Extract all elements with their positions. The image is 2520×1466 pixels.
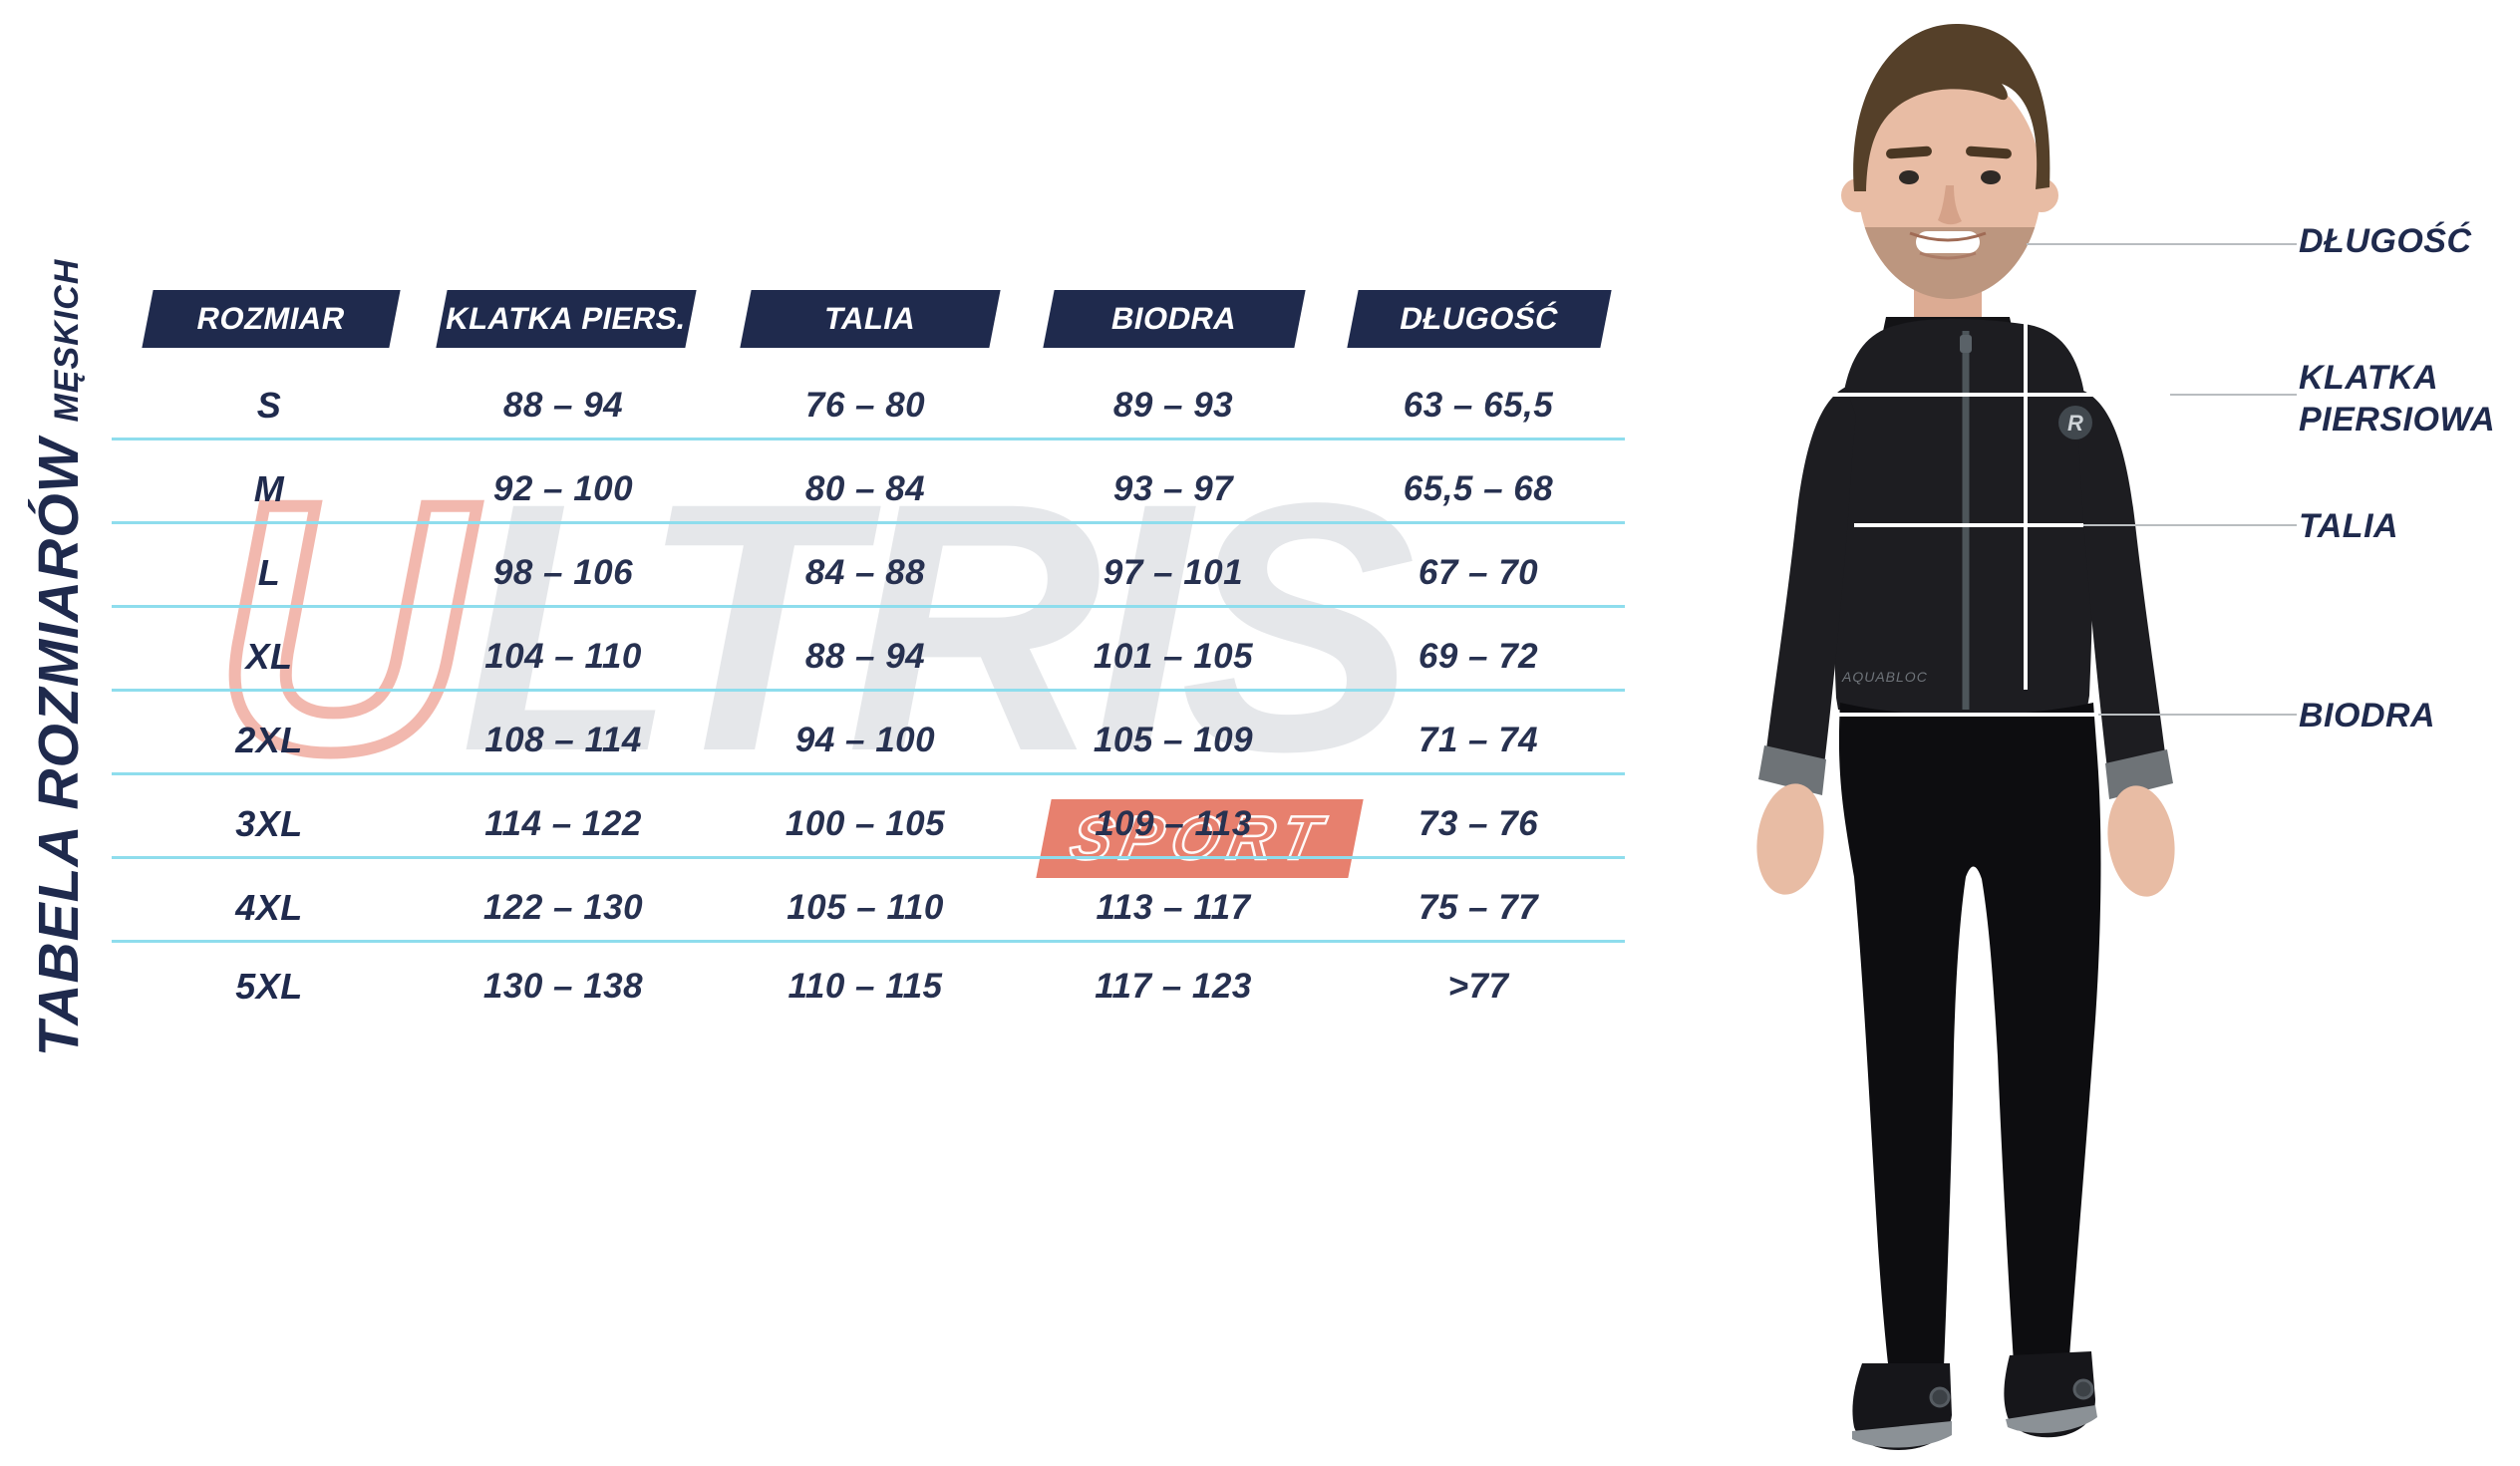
cell-length: 75 – 77	[1418, 888, 1539, 927]
cell-size: L	[257, 552, 281, 593]
cell-waist: 94 – 100	[794, 721, 936, 759]
measurement-label-chest: KLATKA PIERSIOWA	[2299, 359, 2496, 439]
lower-lip	[1919, 251, 1977, 260]
eye	[1981, 170, 2001, 184]
jersey-left-sleeve	[1766, 387, 1856, 765]
zipper-pull	[1960, 335, 1972, 353]
left-shoe-sole	[1852, 1421, 1952, 1448]
page-title-sub: MĘSKICH	[48, 258, 86, 423]
left-hand	[1756, 783, 1824, 895]
column-header-rozmiar: ROZMIAR	[142, 290, 401, 348]
row-divider	[112, 940, 1625, 943]
measurement-label-length: DŁUGOŚĆ	[2299, 222, 2472, 260]
model-photo: R AQUABLOC	[1756, 23, 2297, 1451]
column-header-talia: TALIA	[740, 290, 1001, 348]
cell-hips: 109 – 113	[1095, 804, 1252, 843]
cell-size: 2XL	[235, 720, 303, 760]
cell-chest: 130 – 138	[482, 967, 644, 1006]
page-title-main: TABELA ROZMIARÓW	[27, 438, 91, 1057]
cell-hips: 89 – 93	[1112, 386, 1234, 425]
cell-chest: 114 – 122	[484, 804, 642, 843]
cell-chest: 88 – 94	[502, 386, 624, 425]
measurement-label-hips: BIODRA	[2299, 697, 2436, 734]
eyebrow	[1966, 146, 2012, 159]
cell-waist: 100 – 105	[785, 804, 946, 843]
model-figure: R AQUABLOC	[1756, 23, 2175, 1451]
shoe-dial	[1929, 1386, 1951, 1408]
column-header-biodra: BIODRA	[1043, 290, 1306, 348]
cell-hips: 113 – 117	[1096, 888, 1251, 927]
cell-length: 73 – 76	[1418, 804, 1539, 843]
cell-size: XL	[245, 636, 293, 677]
row-divider	[112, 438, 1625, 440]
page-title-vertical: TABELA ROZMIARÓW MĘSKICH	[0, 259, 118, 1057]
cell-length: 63 – 65,5	[1403, 386, 1554, 425]
bib-tights	[1838, 703, 2101, 1367]
table-row: 5XL 130 – 138 110 – 115 117 – 123 >77	[0, 945, 1695, 1028]
column-header-dlugosc: DŁUGOŚĆ	[1347, 290, 1612, 348]
left-cuff	[1758, 745, 1826, 795]
cell-waist: 110 – 115	[788, 967, 943, 1006]
nose	[1938, 185, 1962, 225]
smile	[1916, 231, 1980, 253]
cell-length: 67 – 70	[1418, 553, 1539, 592]
cell-size: S	[256, 385, 282, 426]
cell-size: M	[253, 468, 285, 509]
eyebrow	[1886, 146, 1932, 159]
cell-length: 65,5 – 68	[1403, 469, 1554, 508]
measurement-label-waist: TALIA	[2299, 507, 2399, 545]
right-cuff	[2105, 749, 2173, 799]
cell-chest: 108 – 114	[484, 721, 642, 759]
row-divider	[112, 605, 1625, 608]
right-hand	[2107, 785, 2175, 897]
measurement-lines	[1832, 243, 2297, 717]
hair	[1853, 23, 2050, 191]
cell-size: 5XL	[235, 966, 303, 1007]
cell-size: 4XL	[235, 887, 303, 928]
row-divider	[112, 521, 1625, 524]
upper-lip	[1909, 231, 1987, 242]
table-row: S 88 – 94 76 – 80 89 – 93 63 – 65,5	[0, 364, 1695, 447]
row-divider	[112, 856, 1625, 859]
right-shoe-sole	[2006, 1405, 2097, 1433]
cell-waist: 88 – 94	[804, 637, 926, 676]
cell-chest: 98 – 106	[492, 553, 634, 592]
jersey-fabric-text: AQUABLOC	[1841, 669, 1928, 685]
shoe-dial	[2072, 1378, 2094, 1400]
eye	[1899, 170, 1919, 184]
cell-length: >77	[1447, 967, 1509, 1006]
row-divider	[112, 772, 1625, 775]
cell-waist: 80 – 84	[804, 469, 926, 508]
jersey-logo-letter: R	[2067, 411, 2083, 436]
cell-size: 3XL	[235, 803, 303, 844]
table-row: 2XL 108 – 114 94 – 100 105 – 109 71 – 74	[0, 699, 1695, 782]
jersey-logo-icon	[2058, 406, 2092, 440]
jersey-right-sleeve	[2077, 391, 2165, 769]
cell-chest: 122 – 130	[482, 888, 644, 927]
cell-hips: 101 – 105	[1093, 637, 1254, 676]
cell-hips: 117 – 123	[1095, 967, 1252, 1006]
cell-waist: 84 – 88	[804, 553, 926, 592]
face	[1858, 70, 2042, 299]
cell-chest: 92 – 100	[492, 469, 634, 508]
table-row: XL 104 – 110 88 – 94 101 – 105 69 – 72	[0, 615, 1695, 699]
row-divider	[112, 689, 1625, 692]
table-row: L 98 – 106 84 – 88 97 – 101 67 – 70	[0, 531, 1695, 615]
cell-chest: 104 – 110	[484, 637, 642, 676]
cell-hips: 93 – 97	[1112, 469, 1234, 508]
cell-hips: 97 – 101	[1102, 553, 1244, 592]
table-row: 4XL 122 – 130 105 – 110 113 – 117 75 – 7…	[0, 866, 1695, 950]
cell-length: 71 – 74	[1418, 721, 1539, 759]
cell-hips: 105 – 109	[1093, 721, 1254, 759]
table-row: 3XL 114 – 122 100 – 105 109 – 113 73 – 7…	[0, 782, 1695, 866]
cell-waist: 105 – 110	[787, 888, 944, 927]
cell-waist: 76 – 80	[804, 386, 926, 425]
table-row: M 92 – 100 80 – 84 93 – 97 65,5 – 68	[0, 447, 1695, 531]
cell-length: 69 – 72	[1418, 637, 1539, 676]
column-header-klatka-piers: KLATKA PIERS.	[436, 290, 697, 348]
